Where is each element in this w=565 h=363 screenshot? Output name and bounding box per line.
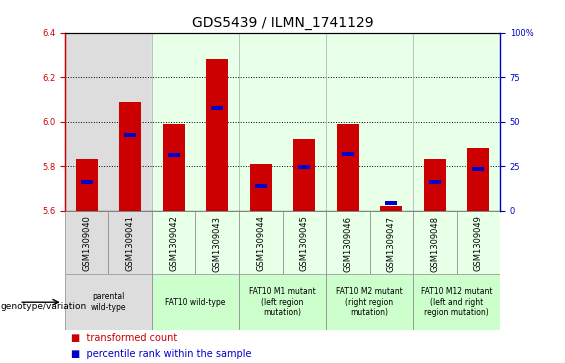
Bar bbox=[380, 206, 402, 211]
Bar bbox=[168, 153, 180, 157]
Text: GSM1309041: GSM1309041 bbox=[126, 216, 134, 272]
Bar bbox=[152, 274, 239, 330]
Bar bbox=[413, 33, 457, 211]
Bar bbox=[326, 211, 370, 274]
Bar bbox=[457, 211, 500, 274]
Text: GSM1309048: GSM1309048 bbox=[431, 216, 439, 272]
Text: ■  transformed count: ■ transformed count bbox=[71, 333, 177, 343]
Bar bbox=[65, 33, 108, 211]
Text: GSM1309042: GSM1309042 bbox=[170, 216, 178, 272]
Bar bbox=[65, 211, 108, 274]
Bar bbox=[413, 274, 500, 330]
Bar bbox=[76, 159, 98, 211]
Text: GSM1309040: GSM1309040 bbox=[82, 216, 91, 272]
Text: FAT10 M1 mutant
(left region
mutation): FAT10 M1 mutant (left region mutation) bbox=[249, 287, 316, 317]
Bar bbox=[370, 211, 413, 274]
Text: GSM1309044: GSM1309044 bbox=[257, 216, 265, 272]
Text: FAT10 M2 mutant
(right region
mutation): FAT10 M2 mutant (right region mutation) bbox=[336, 287, 403, 317]
Bar bbox=[81, 180, 93, 184]
Bar bbox=[195, 33, 239, 211]
Bar bbox=[337, 124, 359, 211]
Bar bbox=[282, 33, 326, 211]
Text: GSM1309045: GSM1309045 bbox=[300, 216, 308, 272]
Bar bbox=[424, 159, 446, 211]
Bar bbox=[342, 152, 354, 156]
Text: GSM1309046: GSM1309046 bbox=[344, 216, 352, 272]
Bar bbox=[298, 165, 310, 169]
Bar bbox=[293, 139, 315, 211]
Bar bbox=[239, 211, 282, 274]
Bar bbox=[457, 33, 500, 211]
Bar bbox=[413, 211, 457, 274]
Bar bbox=[467, 148, 489, 211]
Text: GSM1309043: GSM1309043 bbox=[213, 216, 221, 272]
Bar bbox=[385, 201, 397, 205]
Bar bbox=[282, 211, 326, 274]
Bar bbox=[326, 274, 413, 330]
Title: GDS5439 / ILMN_1741129: GDS5439 / ILMN_1741129 bbox=[192, 16, 373, 30]
Text: FAT10 wild-type: FAT10 wild-type bbox=[166, 298, 225, 307]
Bar bbox=[239, 33, 282, 211]
Bar bbox=[326, 33, 370, 211]
Bar bbox=[255, 184, 267, 188]
Bar bbox=[429, 180, 441, 184]
Bar bbox=[239, 274, 326, 330]
Bar bbox=[108, 211, 152, 274]
Bar bbox=[206, 59, 228, 211]
Text: GSM1309047: GSM1309047 bbox=[387, 216, 396, 272]
Text: ■  percentile rank within the sample: ■ percentile rank within the sample bbox=[71, 349, 251, 359]
Bar bbox=[152, 211, 195, 274]
Text: parental
wild-type: parental wild-type bbox=[91, 293, 126, 312]
Bar bbox=[65, 274, 152, 330]
Bar bbox=[163, 124, 185, 211]
Bar bbox=[472, 167, 484, 171]
Bar bbox=[152, 33, 195, 211]
Bar bbox=[211, 106, 223, 110]
Bar bbox=[124, 133, 136, 137]
Bar bbox=[250, 164, 272, 211]
Bar bbox=[108, 33, 152, 211]
Bar bbox=[195, 211, 239, 274]
Bar bbox=[370, 33, 413, 211]
Text: FAT10 M12 mutant
(left and right
region mutation): FAT10 M12 mutant (left and right region … bbox=[421, 287, 492, 317]
Text: genotype/variation: genotype/variation bbox=[1, 302, 87, 311]
Text: GSM1309049: GSM1309049 bbox=[474, 216, 483, 272]
Bar bbox=[119, 102, 141, 211]
